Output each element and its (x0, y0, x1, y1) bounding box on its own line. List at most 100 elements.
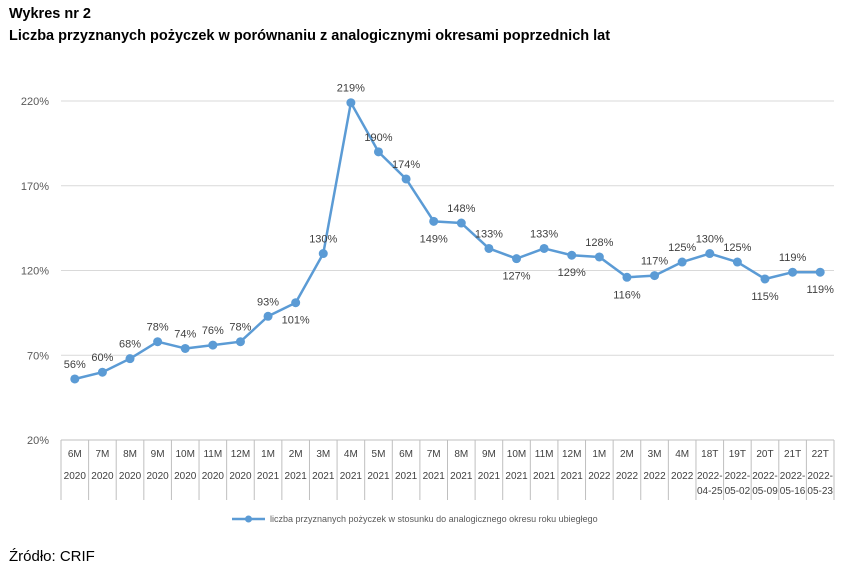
x-category-sublabel: 2022- (807, 471, 833, 482)
x-category-label: 1M (261, 449, 275, 460)
x-category-sublabel: 2021 (285, 471, 308, 482)
data-point (373, 147, 383, 157)
x-category-label: 5M (372, 449, 386, 460)
data-label: 149% (420, 233, 448, 245)
data-label: 119% (779, 252, 807, 264)
data-label: 101% (282, 315, 310, 327)
x-category-label: 9M (151, 449, 165, 460)
x-category-sublabel: 2021 (257, 471, 280, 482)
data-point (622, 272, 632, 282)
data-label: 130% (696, 234, 724, 246)
x-category-label: 9M (482, 449, 496, 460)
data-label: 56% (64, 359, 86, 371)
data-point (318, 249, 328, 259)
data-point (650, 271, 660, 281)
data-point (484, 243, 494, 253)
x-category-sublabel: 2021 (533, 471, 556, 482)
data-point (567, 250, 577, 260)
x-category-sublabel: 2022 (643, 471, 666, 482)
data-label: 125% (668, 242, 696, 254)
x-category-label: 2M (620, 449, 634, 460)
data-point (125, 354, 135, 364)
data-point (401, 174, 411, 184)
data-point (815, 267, 825, 277)
x-category-label: 4M (675, 449, 689, 460)
x-category-date: 05-23 (807, 486, 833, 497)
x-category-label: 19T (729, 449, 746, 460)
data-label: 115% (751, 291, 779, 303)
x-category-sublabel: 2022- (697, 471, 723, 482)
x-category-label: 1M (592, 449, 606, 460)
x-category-sublabel: 2020 (64, 471, 87, 482)
data-label: 127% (502, 271, 530, 283)
x-category-sublabel: 2021 (367, 471, 390, 482)
x-category-label: 6M (399, 449, 413, 460)
x-category-sublabel: 2021 (478, 471, 501, 482)
x-category-sublabel: 2020 (229, 471, 252, 482)
x-category-date: 05-16 (780, 486, 806, 497)
data-point (153, 337, 163, 347)
x-category-date: 05-02 (725, 486, 751, 497)
data-label: 76% (202, 325, 224, 337)
data-label: 130% (309, 234, 337, 246)
data-point (456, 218, 466, 228)
x-category-sublabel: 2021 (450, 471, 473, 482)
x-category-label: 18T (701, 449, 718, 460)
data-label: 133% (475, 228, 503, 240)
data-label: 116% (613, 289, 641, 301)
x-category-label: 7M (95, 449, 109, 460)
data-point (677, 257, 687, 267)
x-category-label: 12M (562, 449, 581, 460)
x-category-label: 11M (203, 449, 222, 460)
data-point (594, 252, 604, 262)
x-category-label: 20T (756, 449, 773, 460)
x-category-sublabel: 2022- (752, 471, 778, 482)
y-tick-label: 70% (27, 350, 49, 362)
x-category-sublabel: 2022- (780, 471, 806, 482)
data-label: 133% (530, 228, 558, 240)
legend-marker (245, 515, 252, 523)
x-category-sublabel: 2022 (671, 471, 694, 482)
data-point (429, 216, 439, 226)
data-point (512, 254, 522, 264)
x-category-sublabel: 2022- (725, 471, 751, 482)
x-category-sublabel: 2020 (147, 471, 170, 482)
x-category-label: 8M (454, 449, 468, 460)
data-point (70, 374, 80, 384)
x-category-sublabel: 2021 (395, 471, 418, 482)
x-category-label: 7M (427, 449, 441, 460)
data-label: 117% (641, 256, 669, 268)
data-label: 93% (257, 296, 279, 308)
data-label: 129% (558, 267, 586, 279)
data-point (346, 98, 356, 108)
series-line (74, 101, 821, 381)
y-tick-label: 20% (27, 435, 49, 447)
data-point (705, 249, 715, 259)
x-category-sublabel: 2020 (91, 471, 114, 482)
data-point (263, 311, 273, 321)
source-note: Źródło: CRIF (9, 548, 95, 565)
x-category-label: 21T (784, 449, 801, 460)
x-category-label: 11M (535, 449, 554, 460)
x-category-date: 04-25 (697, 486, 723, 497)
data-label: 125% (723, 242, 751, 254)
data-point (760, 274, 770, 284)
data-label: 174% (392, 159, 420, 171)
data-label: 78% (147, 322, 169, 334)
data-label: 78% (229, 322, 251, 334)
x-category-label: 8M (123, 449, 137, 460)
y-tick-label: 220% (21, 96, 49, 108)
legend-label: liczba przyznanych pożyczek w stosunku d… (270, 514, 598, 524)
x-category-label: 22T (812, 449, 829, 460)
x-category-label: 6M (68, 449, 82, 460)
x-category-sublabel: 2020 (202, 471, 225, 482)
x-category-sublabel: 2020 (119, 471, 142, 482)
x-category-label: 4M (344, 449, 358, 460)
data-point (788, 267, 798, 277)
data-point (97, 367, 107, 377)
x-category-label: 12M (231, 449, 250, 460)
x-category-label: 10M (507, 449, 526, 460)
chart-title: Liczba przyznanych pożyczek w porównaniu… (9, 28, 611, 44)
data-label: 128% (585, 237, 613, 249)
